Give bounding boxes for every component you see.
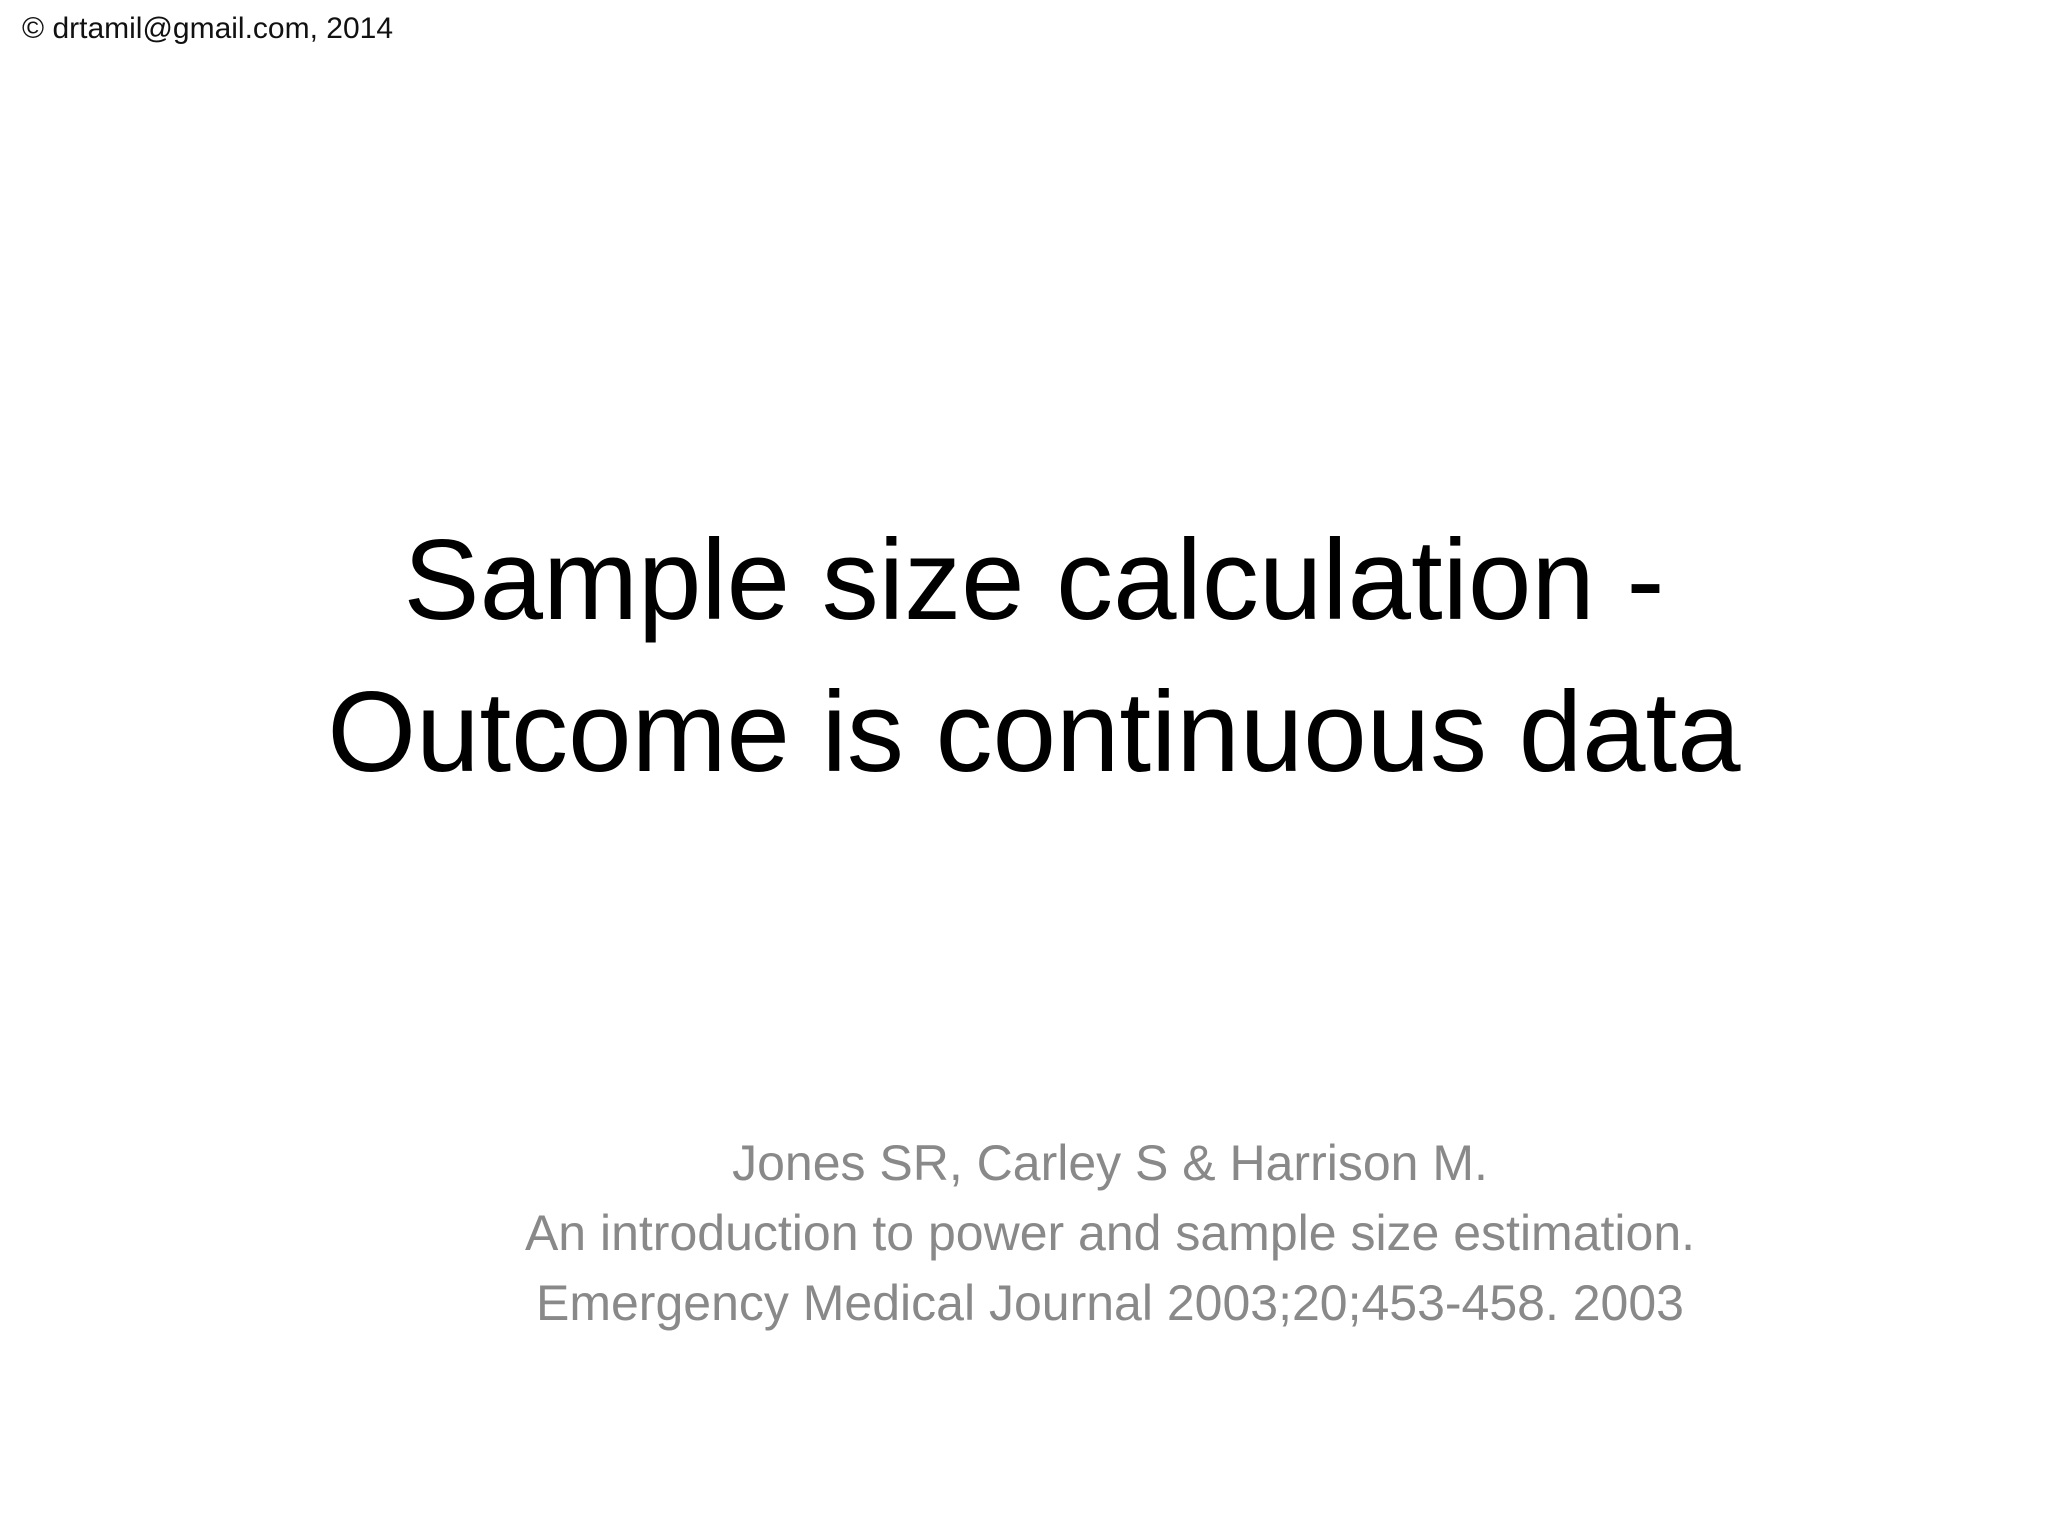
citation-title: An introduction to power and sample size… [524, 1205, 1696, 1261]
citation-journal: Emergency Medical Journal 2003;20;453-45… [536, 1275, 1684, 1331]
slide-title-line-2: Outcome is continuous data [327, 669, 1741, 796]
slide-title-line-1: Sample size calculation - [403, 517, 1665, 644]
citation-authors: Jones SR, Carley S & Harrison M. [732, 1135, 1488, 1191]
slide-subtitle: Jones SR, Carley S & Harrison M. An intr… [0, 1128, 2048, 1338]
slide-title: Sample size calculation - Outcome is con… [0, 505, 2048, 809]
copyright-notice: © drtamil@gmail.com, 2014 [22, 12, 394, 45]
